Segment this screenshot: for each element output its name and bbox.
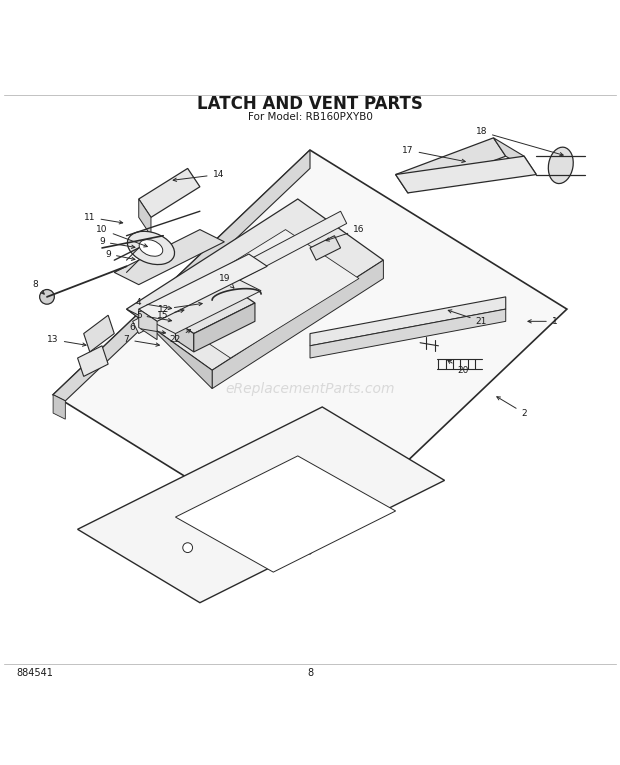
Text: 2: 2 xyxy=(497,397,527,418)
Circle shape xyxy=(183,542,193,552)
Text: 9: 9 xyxy=(99,237,135,249)
Polygon shape xyxy=(126,199,383,370)
Text: 21: 21 xyxy=(448,310,487,326)
Text: 13: 13 xyxy=(47,335,86,347)
Text: 12: 12 xyxy=(157,302,202,314)
Polygon shape xyxy=(78,407,445,603)
Polygon shape xyxy=(139,199,151,236)
Polygon shape xyxy=(139,309,157,340)
Text: 4: 4 xyxy=(136,298,172,310)
Text: 1: 1 xyxy=(528,317,557,326)
Text: 8: 8 xyxy=(32,280,44,294)
Polygon shape xyxy=(126,309,212,389)
Text: 20: 20 xyxy=(448,360,469,375)
Text: 11: 11 xyxy=(84,213,123,224)
Polygon shape xyxy=(175,291,255,334)
Text: 18: 18 xyxy=(476,127,563,156)
Ellipse shape xyxy=(548,147,574,184)
Polygon shape xyxy=(310,309,506,358)
Polygon shape xyxy=(212,260,383,389)
Polygon shape xyxy=(310,236,340,260)
Text: eReplacementParts.com: eReplacementParts.com xyxy=(225,382,395,396)
Polygon shape xyxy=(139,254,267,321)
Polygon shape xyxy=(84,315,114,352)
Polygon shape xyxy=(139,168,200,217)
Text: 17: 17 xyxy=(402,145,465,162)
Text: For Model: RB160PXYB0: For Model: RB160PXYB0 xyxy=(247,112,373,122)
Ellipse shape xyxy=(127,231,175,265)
Polygon shape xyxy=(53,395,65,419)
Text: 14: 14 xyxy=(173,170,224,181)
Polygon shape xyxy=(78,346,108,376)
Polygon shape xyxy=(175,321,194,352)
Text: 9: 9 xyxy=(105,249,135,260)
Polygon shape xyxy=(151,278,261,334)
Ellipse shape xyxy=(139,239,163,256)
Text: 10: 10 xyxy=(96,225,148,247)
Text: 22: 22 xyxy=(170,330,190,344)
Text: 5: 5 xyxy=(136,311,172,322)
Polygon shape xyxy=(114,230,224,285)
Text: 7: 7 xyxy=(123,335,159,347)
Circle shape xyxy=(40,289,55,304)
Text: 6: 6 xyxy=(130,323,166,334)
Text: LATCH AND VENT PARTS: LATCH AND VENT PARTS xyxy=(197,95,423,113)
Polygon shape xyxy=(53,150,310,401)
Polygon shape xyxy=(133,211,347,334)
Polygon shape xyxy=(494,138,536,174)
Text: 8: 8 xyxy=(307,668,313,678)
Polygon shape xyxy=(157,230,359,358)
Polygon shape xyxy=(396,156,536,193)
Text: 19: 19 xyxy=(219,274,234,288)
Polygon shape xyxy=(396,138,506,193)
Polygon shape xyxy=(310,297,506,346)
Text: 884541: 884541 xyxy=(16,668,53,678)
Polygon shape xyxy=(175,456,396,572)
Polygon shape xyxy=(194,303,255,352)
Text: 15: 15 xyxy=(157,309,184,320)
Polygon shape xyxy=(53,150,567,554)
Text: 16: 16 xyxy=(326,225,365,241)
